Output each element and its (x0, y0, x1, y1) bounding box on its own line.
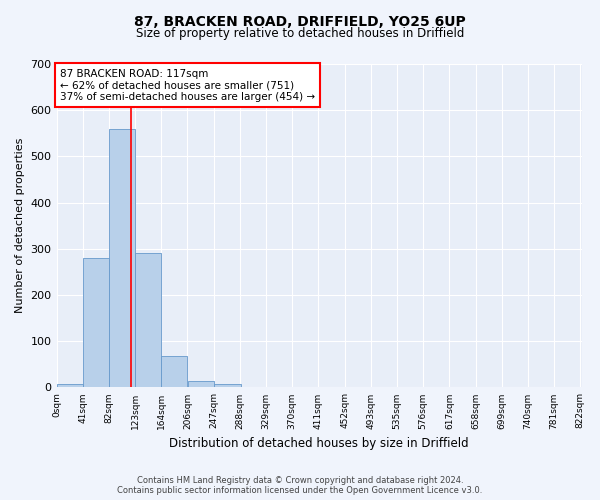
Bar (109, 128, 135, 388)
Bar (56, 384, 83, 388)
Text: 87, BRACKEN ROAD, DRIFFIELD, YO25 6UP: 87, BRACKEN ROAD, DRIFFIELD, YO25 6UP (134, 15, 466, 29)
Bar (83, 258, 109, 388)
Text: 87 BRACKEN ROAD: 117sqm
← 62% of detached houses are smaller (751)
37% of semi-d: 87 BRACKEN ROAD: 117sqm ← 62% of detache… (60, 68, 315, 102)
X-axis label: Distribution of detached houses by size in Driffield: Distribution of detached houses by size … (169, 437, 469, 450)
Text: Contains HM Land Registry data © Crown copyright and database right 2024.
Contai: Contains HM Land Registry data © Crown c… (118, 476, 482, 495)
Bar (135, 254, 161, 388)
Bar (214, 384, 241, 388)
Bar (188, 382, 214, 388)
Text: Size of property relative to detached houses in Driffield: Size of property relative to detached ho… (136, 28, 464, 40)
Y-axis label: Number of detached properties: Number of detached properties (15, 138, 25, 314)
Bar (161, 356, 187, 388)
